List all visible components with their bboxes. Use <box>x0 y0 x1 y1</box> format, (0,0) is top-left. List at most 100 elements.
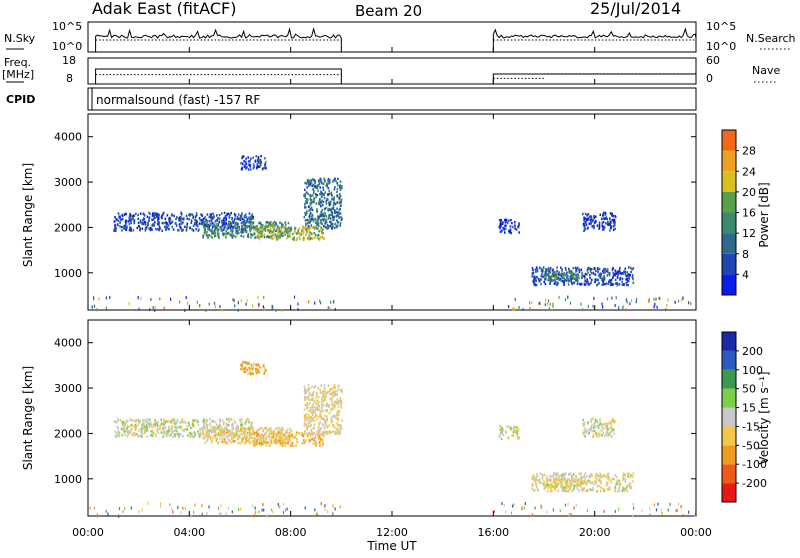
power-cell-0 <box>179 225 182 228</box>
power-ground-cell <box>690 302 692 305</box>
power-cell-3 <box>316 210 319 213</box>
velocity-cell-0 <box>214 421 217 424</box>
velocity-cell-0 <box>205 423 208 426</box>
power-cell-2 <box>259 228 261 232</box>
power-colorbar-swatch-0 <box>722 274 736 295</box>
power-cell-3 <box>324 180 326 183</box>
velocity-cell-3 <box>322 417 324 421</box>
velocity-cell-2 <box>259 441 261 444</box>
velocity-cell-0 <box>195 420 198 423</box>
velocity-cell-1 <box>227 438 230 441</box>
power-cell-3 <box>313 190 315 193</box>
power-cell-0 <box>181 217 183 221</box>
power-ground-cell <box>138 307 140 311</box>
power-cell-5 <box>580 283 582 286</box>
velocity-cell-4 <box>264 367 266 370</box>
velocity-cell-3 <box>336 400 339 404</box>
velocity-ground-cell <box>540 506 543 510</box>
power-cell-2 <box>304 225 307 229</box>
velocity-cell-3 <box>337 405 340 408</box>
velocity-cell-5 <box>592 488 594 492</box>
velocity-cell-7 <box>582 424 585 428</box>
power-cell-5 <box>608 272 610 275</box>
velocity-cell-3 <box>338 413 340 417</box>
velocity-cell-0 <box>227 418 230 421</box>
power-cell-1 <box>270 230 272 233</box>
power-cell-1 <box>207 224 209 227</box>
velocity-cell-0 <box>197 433 200 436</box>
velocity-cell-0 <box>130 424 132 427</box>
velocity-cell-3 <box>326 424 328 428</box>
power-cell-8 <box>500 219 502 222</box>
velocity-cell-3 <box>310 429 313 433</box>
power-ground-cell <box>648 300 650 303</box>
velocity-cell-3 <box>320 432 323 436</box>
velocity-cell-0 <box>250 426 252 429</box>
power-cell-0 <box>146 226 148 229</box>
velocity-cell-5 <box>557 489 559 492</box>
velocity-cell-4 <box>248 366 250 370</box>
velocity-cell-5 <box>629 476 631 479</box>
power-cell-6 <box>575 277 577 280</box>
power-cell-3 <box>340 198 343 201</box>
power-cell-6 <box>545 278 547 281</box>
power-cell-5 <box>552 268 554 271</box>
velocity-cell-3 <box>334 426 336 429</box>
power-cell-1 <box>231 228 234 231</box>
velocity-cell-3 <box>330 408 332 412</box>
power-scatter <box>91 154 692 312</box>
power-cell-1 <box>243 230 245 233</box>
power-cell-2 <box>300 228 303 231</box>
velocity-cell-5 <box>607 472 610 476</box>
power-cell-0 <box>172 228 175 231</box>
velocity-cell-3 <box>307 424 310 427</box>
power-cell-2 <box>308 238 310 241</box>
velocity-cell-1 <box>244 441 247 444</box>
power-cell-0 <box>195 214 198 217</box>
power-cell-3 <box>339 204 342 208</box>
velocity-cell-3 <box>335 402 338 405</box>
velocity-cell-1 <box>265 426 267 430</box>
power-cell-0 <box>143 221 146 224</box>
power-cell-0 <box>165 228 167 231</box>
velocity-ground-cell <box>159 504 162 508</box>
power-cell-1 <box>238 228 241 231</box>
power-cell-5 <box>559 277 562 281</box>
power-cell-0 <box>248 216 250 219</box>
power-cell-0 <box>242 219 245 223</box>
power-cell-0 <box>178 219 180 222</box>
velocity-colorbar-label: Velocity [m s⁻¹] <box>757 371 771 464</box>
power-cell-7 <box>585 223 587 226</box>
velocity-ground-cell <box>258 510 260 514</box>
velocity-cell-1 <box>235 434 237 437</box>
velocity-cell-5 <box>622 474 624 478</box>
velocity-cell-5 <box>606 472 609 476</box>
power-cell-5 <box>559 273 561 277</box>
velocity-cell-5 <box>584 480 586 483</box>
power-ground-cell <box>565 298 567 302</box>
velocity-cell-7 <box>602 432 605 435</box>
velocity-cell-6 <box>550 483 552 486</box>
power-cell-7 <box>598 221 601 224</box>
velocity-cell-4 <box>255 369 258 373</box>
power-cell-3 <box>324 191 327 194</box>
velocity-cell-7 <box>610 420 613 423</box>
power-cell-6 <box>581 273 584 276</box>
power-ground-cell <box>92 297 95 301</box>
velocity-cell-1 <box>284 431 287 434</box>
power-cell-1 <box>250 224 253 227</box>
velocity-cell-0 <box>151 426 153 429</box>
velocity-cell-0 <box>186 425 189 428</box>
velocity-cell-5 <box>626 484 628 487</box>
velocity-cell-2 <box>263 439 266 443</box>
velocity-cell-0 <box>240 426 242 430</box>
velocity-cell-2 <box>313 431 315 434</box>
power-cell-0 <box>218 217 221 221</box>
power-cell-3 <box>325 206 328 209</box>
power-cell-1 <box>218 232 220 235</box>
power-cell-5 <box>602 271 605 274</box>
velocity-cell-3 <box>313 423 316 426</box>
power-cell-5 <box>614 274 616 277</box>
power-cell-0 <box>139 226 141 230</box>
